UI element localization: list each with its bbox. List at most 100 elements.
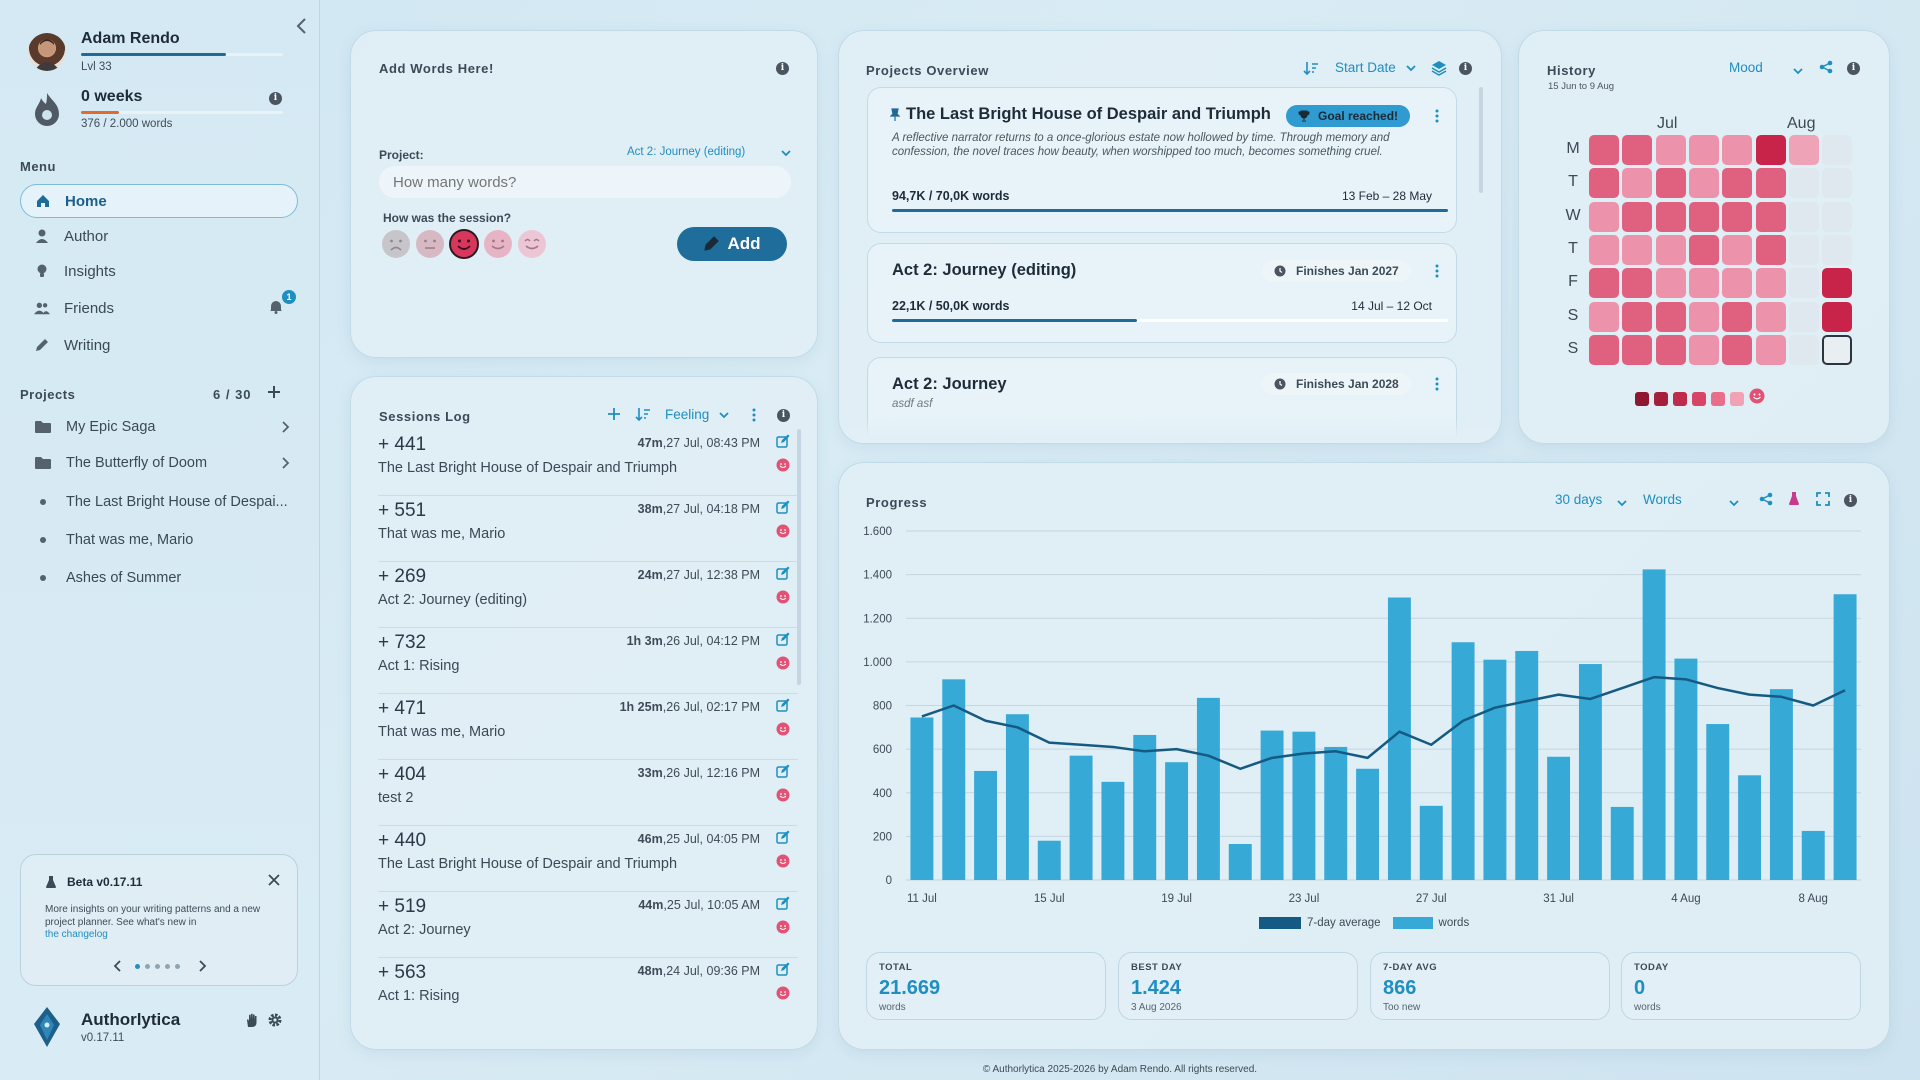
heatmap-cell[interactable] [1722, 234, 1753, 265]
heatmap-cell[interactable] [1755, 135, 1786, 165]
heatmap-cell[interactable] [1822, 334, 1853, 365]
heatmap-cell[interactable] [1755, 301, 1786, 332]
project-card[interactable]: Act 2: Journey (editing) Finishes Jan 20… [867, 243, 1457, 343]
share-icon[interactable] [1819, 60, 1833, 79]
heatmap-cell[interactable] [1655, 168, 1686, 199]
heatmap-cell[interactable] [1688, 135, 1719, 165]
heatmap-cell[interactable] [1589, 234, 1619, 265]
avatar[interactable] [28, 33, 66, 71]
flask-icon[interactable] [1788, 491, 1800, 511]
sessions-scrollbar[interactable] [797, 429, 801, 685]
session-row[interactable]: + 269 24m,27 Jul, 12:38 PM Act 2: Journe… [378, 562, 798, 628]
heatmap-cell[interactable] [1688, 234, 1719, 265]
heatmap-cell[interactable] [1755, 334, 1786, 365]
sort-by-select[interactable]: Start Date [1335, 60, 1416, 75]
heatmap-cell[interactable] [1622, 268, 1653, 299]
heatmap-cell[interactable] [1589, 334, 1619, 365]
heatmap-cell[interactable] [1755, 234, 1786, 265]
heatmap-cell[interactable] [1722, 334, 1753, 365]
heatmap-cell[interactable] [1788, 234, 1819, 265]
edit-icon[interactable] [776, 830, 790, 849]
heatmap-cell[interactable] [1688, 268, 1719, 299]
sort-icon[interactable] [635, 406, 651, 427]
heatmap-cell[interactable] [1788, 334, 1819, 365]
heatmap-cell[interactable] [1622, 334, 1653, 365]
add-session-icon[interactable] [607, 407, 621, 426]
hand-icon[interactable] [244, 1012, 260, 1033]
heatmap-cell[interactable] [1655, 301, 1686, 332]
card-more-icon[interactable] [1434, 263, 1440, 284]
mood-ecstatic-icon[interactable] [517, 229, 547, 264]
mood-very-sad-icon[interactable] [381, 229, 411, 264]
mood-very-happy-icon[interactable] [483, 229, 513, 264]
add-words-info-icon[interactable]: i [776, 62, 789, 75]
heatmap-cell[interactable] [1655, 135, 1686, 165]
mood-neutral-icon[interactable] [415, 229, 445, 264]
session-row[interactable]: + 551 38m,27 Jul, 04:18 PM That was me, … [378, 496, 798, 562]
heatmap-cell[interactable] [1788, 168, 1819, 199]
edit-icon[interactable] [776, 698, 790, 717]
heatmap-cell[interactable] [1655, 334, 1686, 365]
changelog-link[interactable]: the changelog [45, 929, 108, 940]
heatmap-cell[interactable] [1688, 334, 1719, 365]
bell-icon[interactable] [268, 298, 284, 314]
session-row[interactable]: + 563 48m,24 Jul, 09:36 PM Act 1: Rising [378, 958, 798, 1024]
edit-icon[interactable] [776, 896, 790, 915]
project-item[interactable]: Ashes of Summer [34, 563, 290, 593]
carousel-next-icon[interactable] [197, 959, 207, 978]
project-select[interactable]: Act 2: Journey (editing) [627, 146, 791, 164]
heatmap-cell[interactable] [1788, 135, 1819, 165]
session-row[interactable]: + 519 44m,25 Jul, 10:05 AM Act 2: Journe… [378, 892, 798, 958]
collapse-sidebar-icon[interactable] [292, 16, 312, 36]
project-item[interactable]: That was me, Mario [34, 525, 290, 555]
heatmap-cell[interactable] [1655, 234, 1686, 265]
heatmap-cell[interactable] [1655, 201, 1686, 232]
session-row[interactable]: + 441 47m,27 Jul, 08:43 PM The Last Brig… [378, 430, 798, 496]
heatmap-cell[interactable] [1788, 201, 1819, 232]
session-row[interactable]: + 440 46m,25 Jul, 04:05 PM The Last Brig… [378, 826, 798, 892]
nav-writing[interactable]: Writing [20, 328, 298, 362]
heatmap-cell[interactable] [1822, 135, 1853, 165]
projects-scrollbar[interactable] [1479, 87, 1483, 193]
heatmap-cell[interactable] [1688, 301, 1719, 332]
session-row[interactable]: + 732 1h 3m,26 Jul, 04:12 PM Act 1: Risi… [378, 628, 798, 694]
edit-icon[interactable] [776, 764, 790, 783]
edit-icon[interactable] [776, 434, 790, 453]
nav-author[interactable]: Author [20, 219, 298, 253]
heatmap-cell[interactable] [1622, 301, 1653, 332]
project-folder[interactable]: The Butterfly of Doom [34, 448, 290, 478]
heatmap-cell[interactable] [1688, 168, 1719, 199]
heatmap-cell[interactable] [1589, 268, 1619, 299]
pin-icon[interactable] [889, 108, 901, 127]
nav-friends[interactable]: Friends [20, 291, 298, 325]
heatmap-cell[interactable] [1589, 168, 1619, 199]
heatmap-cell[interactable] [1622, 234, 1653, 265]
heatmap-cell[interactable] [1755, 201, 1786, 232]
close-icon[interactable] [267, 873, 281, 892]
projects-info-icon[interactable]: i [1459, 62, 1472, 75]
word-count-input[interactable] [379, 166, 791, 198]
project-item[interactable]: The Last Bright House of Despai... [34, 487, 290, 517]
heatmap-cell[interactable] [1655, 268, 1686, 299]
heatmap-cell[interactable] [1788, 301, 1819, 332]
range-select[interactable]: 30 days [1555, 492, 1627, 507]
heatmap-cell[interactable] [1755, 168, 1786, 199]
heatmap-cell[interactable] [1755, 268, 1786, 299]
heatmap-cell[interactable] [1722, 201, 1753, 232]
heatmap-cell[interactable] [1622, 168, 1653, 199]
settings-gear-icon[interactable] [267, 1012, 283, 1033]
nav-home[interactable]: Home [20, 184, 298, 218]
heatmap-cell[interactable] [1589, 135, 1619, 165]
project-folder[interactable]: My Epic Saga [34, 412, 290, 442]
heatmap-cell[interactable] [1822, 301, 1853, 332]
session-row[interactable]: + 471 1h 25m,26 Jul, 02:17 PM That was m… [378, 694, 798, 760]
edit-icon[interactable] [776, 632, 790, 651]
carousel-prev-icon[interactable] [113, 959, 123, 978]
progress-info-icon[interactable]: i [1844, 494, 1857, 507]
edit-icon[interactable] [776, 500, 790, 519]
sort-icon[interactable] [1303, 60, 1319, 81]
heatmap-cell[interactable] [1822, 268, 1853, 299]
card-more-icon[interactable] [1434, 108, 1440, 129]
edit-icon[interactable] [776, 962, 790, 981]
feeling-filter[interactable]: Feeling [665, 407, 729, 422]
